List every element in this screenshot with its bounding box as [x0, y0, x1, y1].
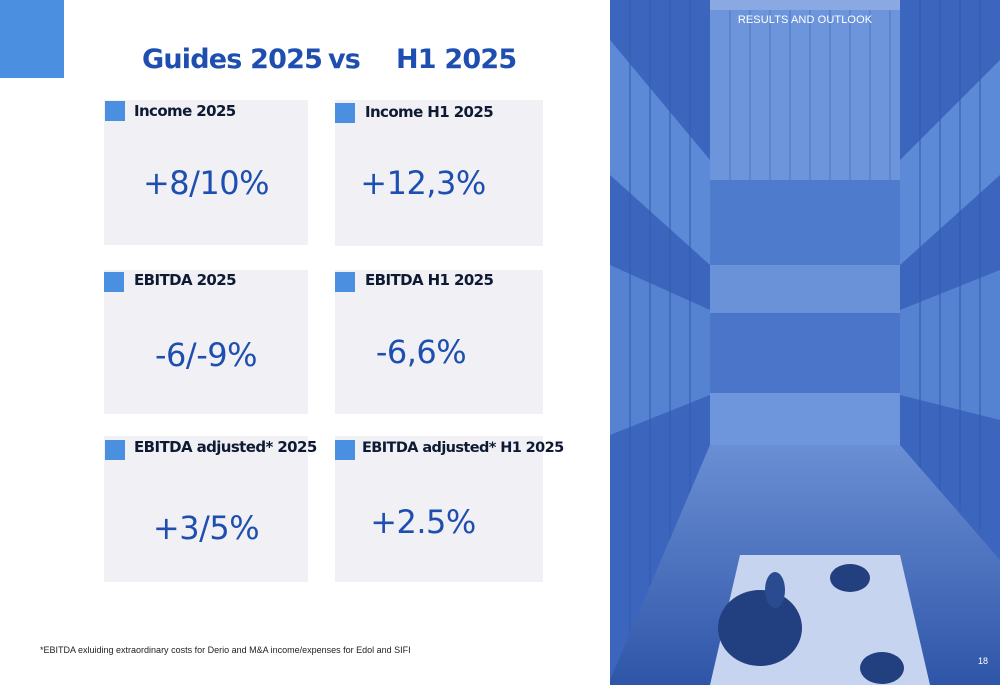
card-title: Income H1 2025 — [365, 103, 494, 121]
card-ebitda-adjusted-2025: +3/5% — [104, 436, 308, 582]
card-ebitda-h1-2025: -6,6% — [335, 270, 543, 414]
card-value: -6/-9% — [155, 336, 258, 374]
card-value: +12,3% — [360, 164, 486, 202]
card-marker — [335, 272, 355, 292]
card-title: Income 2025 — [134, 102, 236, 120]
footnote: *EBITDA exluiding extraordinary costs fo… — [40, 645, 411, 655]
card-marker — [335, 103, 355, 123]
atrium-photo: RESULTS AND OUTLOOK 18 — [610, 0, 1000, 685]
card-title: EBITDA H1 2025 — [365, 271, 494, 289]
card-marker — [335, 440, 355, 460]
section-label: RESULTS AND OUTLOOK — [737, 14, 873, 26]
card-title: EBITDA adjusted* 2025 — [134, 438, 317, 456]
heading-guides: Guides 2025 — [142, 44, 323, 75]
heading-h1: H1 2025 — [396, 44, 517, 75]
card-title: EBITDA 2025 — [134, 271, 237, 289]
card-value: +2.5% — [370, 503, 476, 541]
card-value: +8/10% — [142, 164, 270, 202]
card-marker — [105, 101, 125, 121]
card-ebitda-2025: -6/-9% — [104, 270, 308, 414]
card-title: EBITDA adjusted* H1 2025 — [362, 440, 564, 456]
heading-vs: vs — [328, 44, 361, 75]
card-value: -6,6% — [375, 333, 467, 371]
page-number: 18 — [977, 656, 988, 666]
card-income-2025: +8/10% — [104, 100, 308, 245]
corner-accent-block — [0, 0, 64, 78]
card-value: +3/5% — [152, 509, 260, 547]
card-income-h1-2025: +12,3% — [335, 100, 543, 246]
card-marker — [104, 272, 124, 292]
card-marker — [105, 440, 125, 460]
atrium-illustration — [610, 0, 1000, 685]
card-ebitda-adjusted-h1-2025: +2.5% — [335, 436, 543, 582]
